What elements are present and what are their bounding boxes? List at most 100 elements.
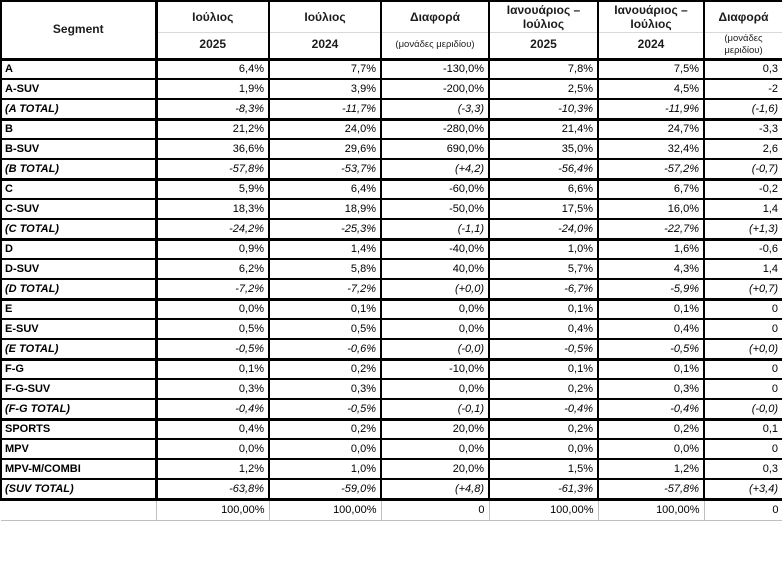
value-cell: 0,4% [155,418,270,441]
value-cell: 4,3% [597,258,705,281]
value-cell: 0,2% [268,418,382,441]
value-cell: -59,0% [268,478,382,501]
table-row: D 0,9% 1,4% -40,0% 1,0% 1,6% -0,6 [0,238,782,261]
value-cell: -57,8% [155,158,270,181]
table-row: A-SUV 1,9% 3,9% -200,0% 2,5% 4,5% -2 [0,78,782,101]
segment-label: F-G-SUV [0,378,158,401]
value-cell: -5,9% [597,278,705,301]
value-cell: 0,0% [380,298,490,321]
grand-total-cell: 100,00% [268,498,382,521]
segment-label: MPV [0,438,158,461]
column-header-1-title: Ιούλιος [155,0,270,33]
value-cell: 1,9% [155,78,270,101]
value-cell: 7,8% [488,58,599,81]
value-cell: 0,1% [155,358,270,381]
value-cell: -50,0% [380,198,490,221]
value-cell: 0 [703,438,782,461]
table-row: A 6,4% 7,7% -130,0% 7,8% 7,5% 0,3 [0,58,782,81]
value-cell: 1,2% [597,458,705,481]
value-cell: -200,0% [380,78,490,101]
value-cell: 18,3% [155,198,270,221]
segment-label: A [0,58,158,81]
table-body: A 6,4% 7,7% -130,0% 7,8% 7,5% 0,3 A-SUV 1,9% 3,9%… [0,58,782,501]
segment-label: (C TOTAL) [0,218,158,241]
segment-label: C-SUV [0,198,158,221]
value-cell: 690,0% [380,138,490,161]
grand-total-cell: 0 [703,498,782,521]
value-cell: 1,4 [703,198,782,221]
value-cell: (-0,1) [380,398,490,421]
segment-label: B-SUV [0,138,158,161]
value-cell: 7,7% [268,58,382,81]
value-cell: -0,6% [268,338,382,361]
value-cell: 0,9% [155,238,270,261]
segment-label: E [0,298,158,321]
value-cell: 5,9% [155,178,270,201]
value-cell: (-3,3) [380,98,490,121]
value-cell: 32,4% [597,138,705,161]
value-cell: 0,0% [380,378,490,401]
value-cell: 1,4 [703,258,782,281]
segment-label: (F-G TOTAL) [0,398,158,421]
value-cell: (-0,0) [703,398,782,421]
value-cell: -61,3% [488,478,599,501]
column-header-2-subtitle: 2024 [268,32,382,61]
value-cell: -130,0% [380,58,490,81]
value-cell: 16,0% [597,198,705,221]
value-cell: (-1,6) [703,98,782,121]
value-cell: -11,9% [597,98,705,121]
segment-label: F-G [0,358,158,381]
value-cell: (+4,8) [380,478,490,501]
table-row: C-SUV 18,3% 18,9% -50,0% 17,5% 16,0% 1,4 [0,198,782,221]
segment-total-row: (E TOTAL) -0,5% -0,6% (-0,0) -0,5% -0,5% (+0,0… [0,338,782,361]
value-cell: 0,1% [597,298,705,321]
value-cell: -25,3% [268,218,382,241]
value-cell: 0,3% [155,378,270,401]
value-cell: 0 [703,298,782,321]
segment-label: E-SUV [0,318,158,341]
table-row: E-SUV 0,5% 0,5% 0,0% 0,4% 0,4% 0 [0,318,782,341]
value-cell: 0 [703,358,782,381]
grand-total-segment-cell [1,498,157,521]
value-cell: 7,5% [597,58,705,81]
segment-share-table: Segment Ιούλιος Ιούλιος Διαφορά Ιανουάριος … [0,0,782,521]
segment-label: (D TOTAL) [0,278,158,301]
table-row: SPORTS 0,4% 0,2% 20,0% 0,2% 0,2% 0,1 [0,418,782,441]
value-cell: (-0,0) [380,338,490,361]
value-cell: 24,0% [268,118,382,141]
value-cell: 0,2% [488,378,599,401]
segment-label: MPV-M/COMBI [0,458,158,481]
segment-total-row: (F-G TOTAL) -0,4% -0,5% (-0,1) -0,4% -0,4% (-0… [0,398,782,421]
table-row: MPV-M/COMBI 1,2% 1,0% 20,0% 1,5% 1,2% 0,3 [0,458,782,481]
table-row: E 0,0% 0,1% 0,0% 0,1% 0,1% 0 [0,298,782,321]
value-cell: -0,4% [597,398,705,421]
value-cell: 0,2% [488,418,599,441]
value-cell: 36,6% [155,138,270,161]
value-cell: 1,6% [597,238,705,261]
value-cell: -10,0% [380,358,490,381]
value-cell: 24,7% [597,118,705,141]
value-cell: 5,8% [268,258,382,281]
value-cell: 6,4% [268,178,382,201]
value-cell: -57,8% [597,478,705,501]
value-cell: 0,3% [268,378,382,401]
value-cell: 6,4% [155,58,270,81]
segment-total-row: (D TOTAL) -7,2% -7,2% (+0,0) -6,7% -5,9% (+0,7… [0,278,782,301]
value-cell: -24,2% [155,218,270,241]
segment-label: B [0,118,158,141]
value-cell: -63,8% [155,478,270,501]
value-cell: 3,9% [268,78,382,101]
value-cell: -60,0% [380,178,490,201]
value-cell: 0,0% [380,438,490,461]
value-cell: 0,0% [488,438,599,461]
value-cell: 6,2% [155,258,270,281]
value-cell: 0,0% [597,438,705,461]
segment-label: A-SUV [0,78,158,101]
value-cell: -8,3% [155,98,270,121]
grand-total-cell: 100,00% [155,498,270,521]
value-cell: -7,2% [268,278,382,301]
value-cell: 0,1% [597,358,705,381]
value-cell: 5,7% [488,258,599,281]
value-cell: (-1,1) [380,218,490,241]
value-cell: -7,2% [155,278,270,301]
